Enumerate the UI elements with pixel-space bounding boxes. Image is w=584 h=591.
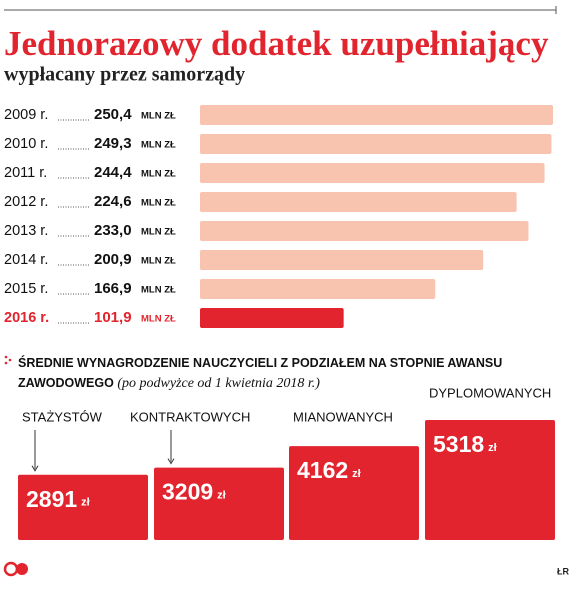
- row-label: 2010 r.: [4, 136, 48, 152]
- value-label: 2891: [26, 486, 77, 512]
- value-label: 224,6: [94, 193, 132, 210]
- bar: [200, 308, 344, 328]
- bar: [425, 420, 555, 540]
- unit-label: MLN ZŁ: [141, 140, 176, 151]
- value-label: 3209: [162, 479, 213, 505]
- value-label: 249,3: [94, 135, 132, 152]
- row-label: 2011 r.: [4, 165, 47, 181]
- value-label: 101,9: [94, 309, 132, 326]
- value-label: 5318: [433, 431, 484, 457]
- unit-label: MLN ZŁ: [141, 111, 176, 122]
- value-label: 244,4: [94, 164, 132, 181]
- bar: [289, 446, 419, 540]
- unit-label: zł: [81, 497, 90, 509]
- row-label: 2013 r.: [4, 223, 48, 239]
- credit: ŁR: [557, 566, 569, 576]
- chart-2-note: (po podwyżce od 1 kwietnia 2018 r.): [117, 376, 320, 391]
- logo: [3, 561, 28, 577]
- bar: [200, 279, 436, 299]
- unit-label: MLN ZŁ: [141, 285, 176, 296]
- pointer-head: [31, 465, 39, 472]
- value-label: 200,9: [94, 251, 132, 268]
- bar: [18, 474, 148, 540]
- bar: [200, 163, 545, 183]
- row-label: 2015 r.: [4, 281, 48, 297]
- value-label: 4162: [297, 457, 348, 483]
- row-label: 2016 r.: [4, 310, 49, 326]
- value-label: 250,4: [94, 106, 132, 123]
- unit-label: MLN ZŁ: [141, 169, 176, 180]
- unit-label: MLN ZŁ: [141, 227, 176, 238]
- value-label: 233,0: [94, 222, 132, 239]
- unit-label: zł: [488, 442, 497, 454]
- unit-label: zł: [217, 489, 226, 501]
- bar: [200, 250, 484, 270]
- category-label: MIANOWANYCH: [293, 409, 393, 424]
- chart-subtitle: wypłacany przez samorządy: [4, 64, 245, 86]
- chart-title: Jednorazowy dodatek uzupełniający: [4, 24, 549, 63]
- bar: [200, 221, 529, 241]
- category-label: STAŻYSTÓW: [22, 409, 103, 424]
- unit-label: MLN ZŁ: [141, 256, 176, 267]
- category-label: KONTRAKTOWYCH: [130, 409, 250, 424]
- row-label: 2012 r.: [4, 194, 48, 210]
- bar: [200, 134, 552, 154]
- category-label: DYPLOMOWANYCH: [429, 385, 551, 400]
- chart-2-title: ŚREDNIE WYNAGRODZENIE NAUCZYCIELI Z PODZ…: [18, 356, 503, 390]
- bar: [200, 192, 517, 212]
- section-marker: [4, 355, 12, 365]
- chart-2-heading: ŚREDNIE WYNAGRODZENIE NAUCZYCIELI Z PODZ…: [18, 353, 568, 394]
- value-label: 166,9: [94, 280, 132, 297]
- unit-label: MLN ZŁ: [141, 314, 176, 325]
- bar: [154, 467, 284, 540]
- row-label: 2009 r.: [4, 107, 48, 123]
- unit-label: MLN ZŁ: [141, 198, 176, 209]
- unit-label: zł: [352, 468, 361, 480]
- row-label: 2014 r.: [4, 252, 48, 268]
- bar: [200, 105, 553, 125]
- pointer-head: [167, 458, 175, 465]
